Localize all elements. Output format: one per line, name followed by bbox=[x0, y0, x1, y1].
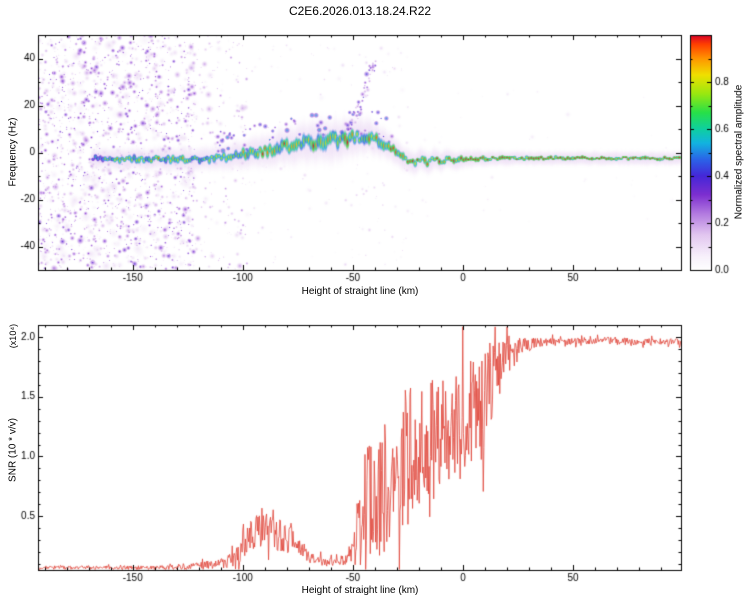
spectrogram-ylabel: Frequency (Hz) bbox=[7, 117, 19, 187]
spectrogram-xlabel: Height of straight line (km) bbox=[301, 286, 419, 297]
snr-ylabel: SNR (10 * v/v) bbox=[7, 418, 19, 482]
snr-exponent-label: (x10⁴) bbox=[8, 323, 18, 349]
colorbar-label: Normalized spectral amplitude bbox=[733, 84, 745, 220]
figure-title: C2E6.2026.013.18.24.R22 bbox=[288, 4, 432, 18]
snr-xlabel: Height of straight line (km) bbox=[301, 585, 419, 596]
